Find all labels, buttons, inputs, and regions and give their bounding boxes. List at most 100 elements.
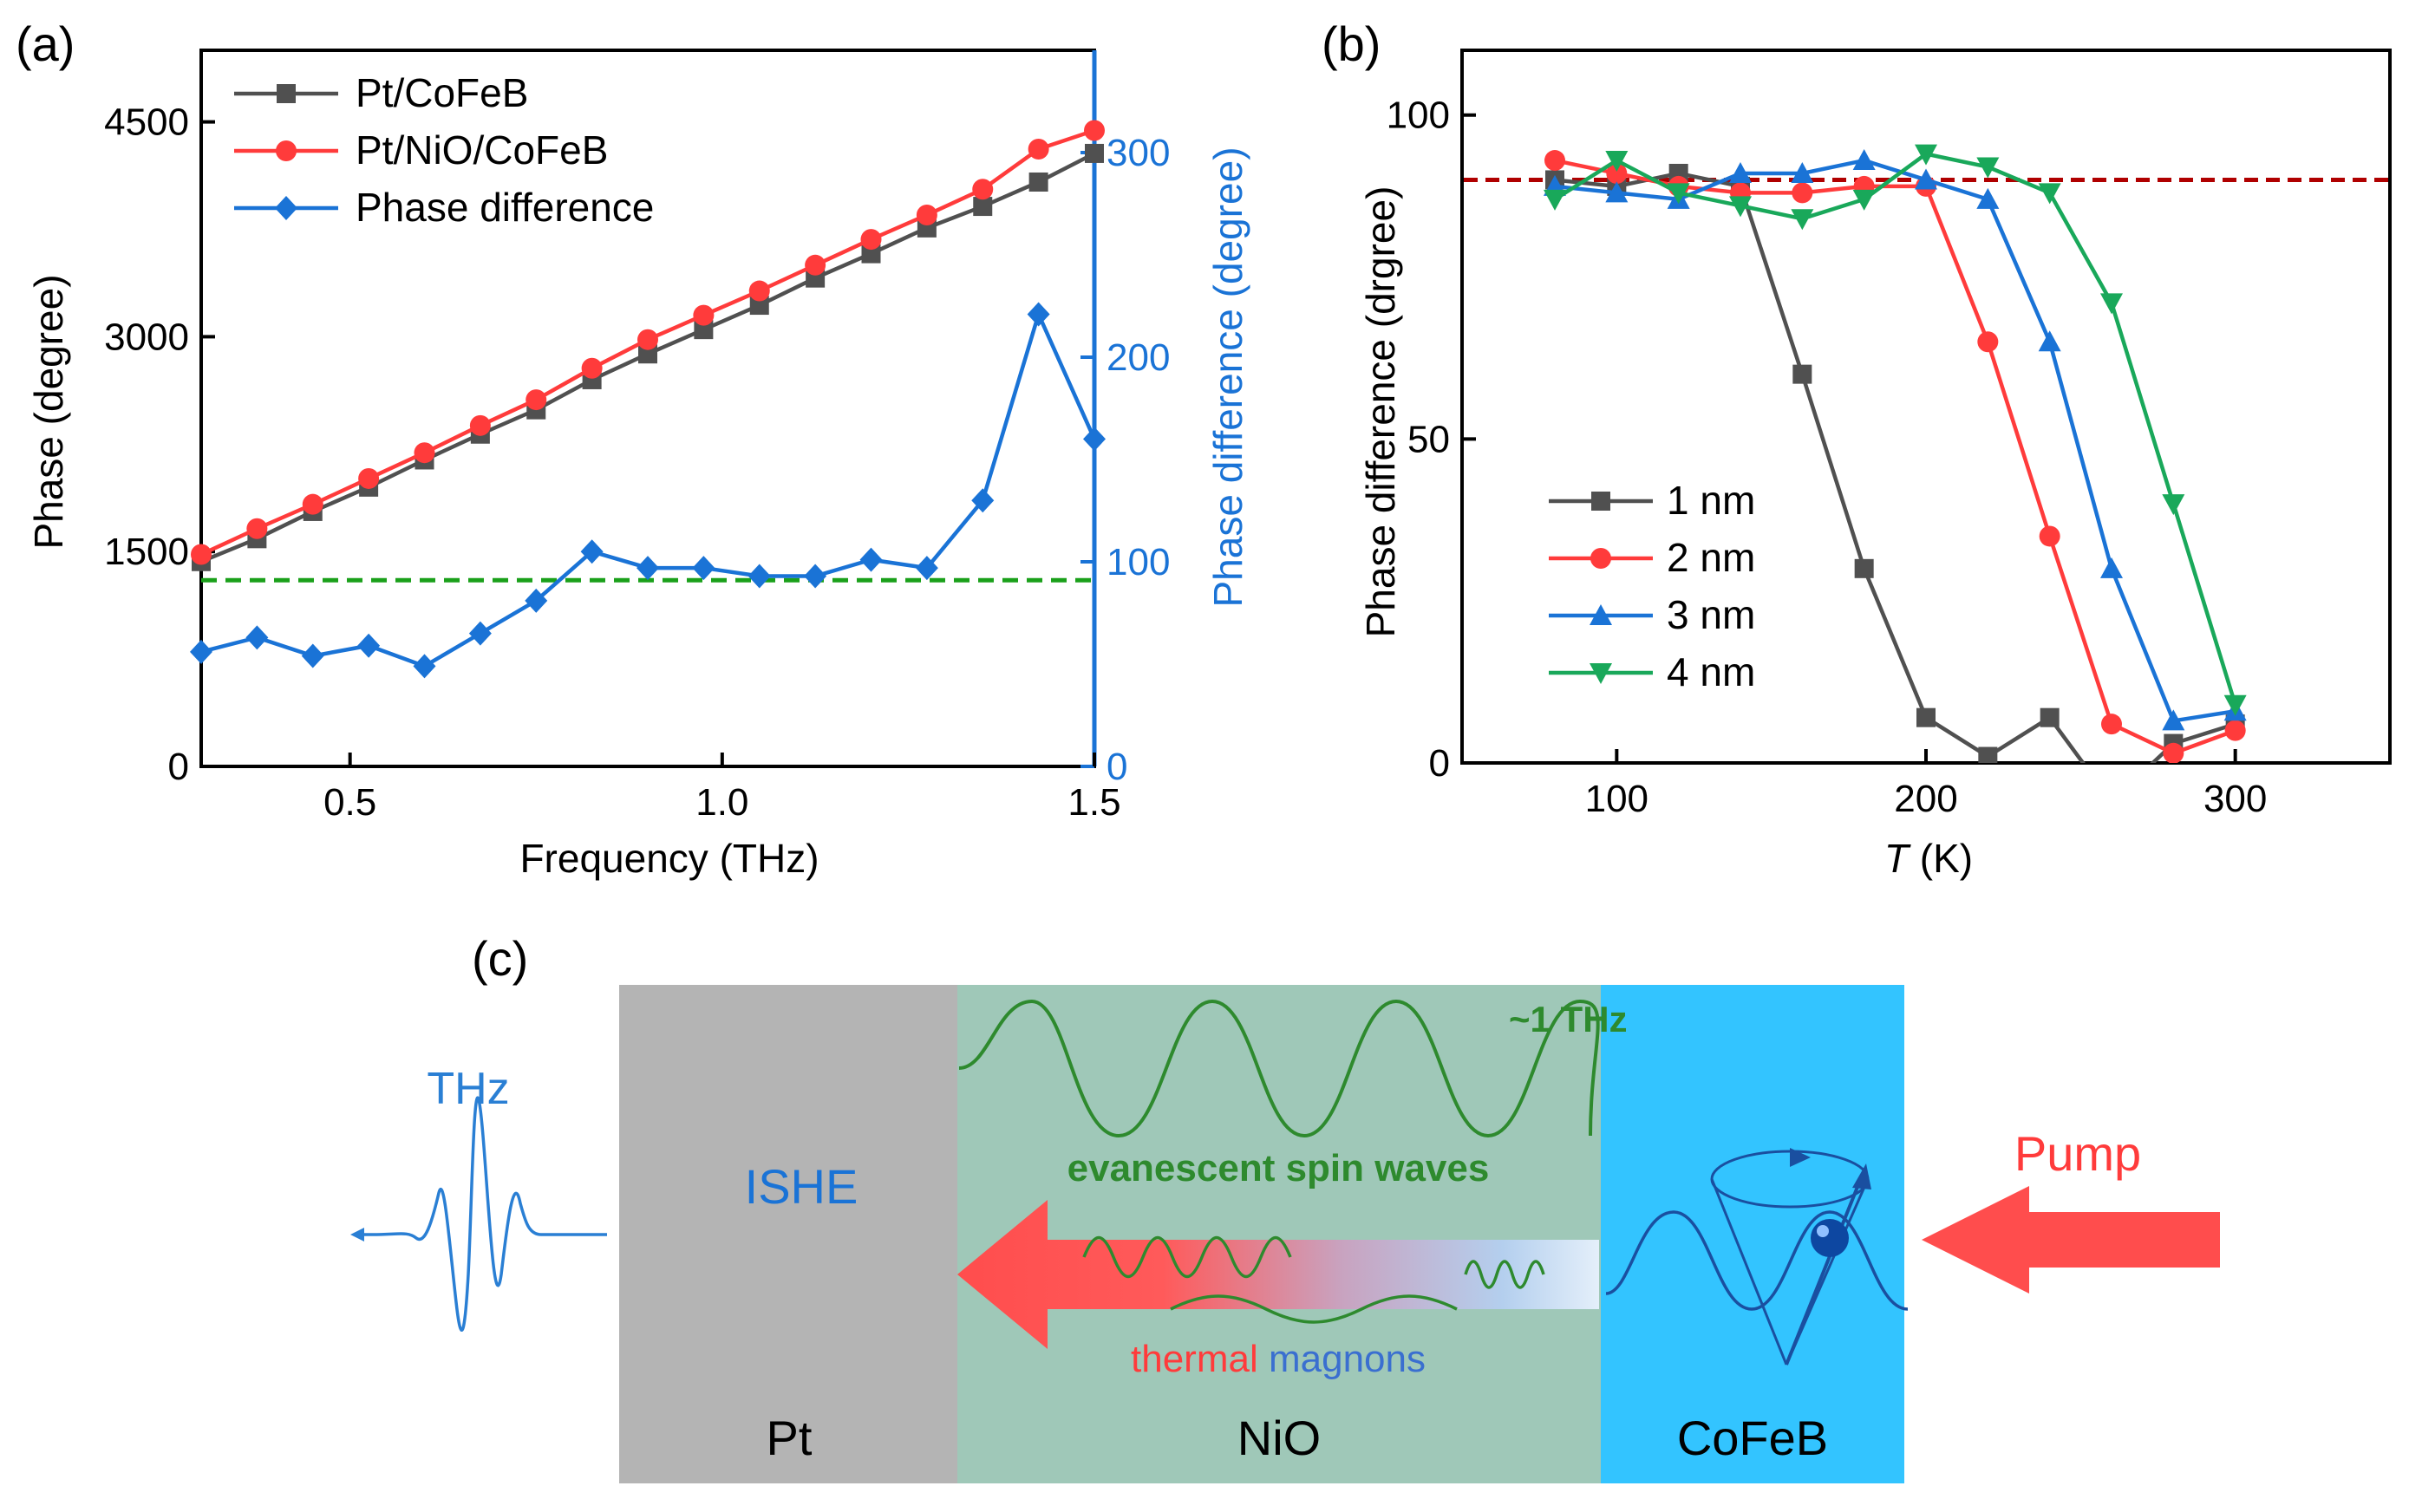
b-point-4 [1791, 209, 1814, 231]
b-point-3 [1605, 181, 1629, 203]
a-point-2 [246, 518, 268, 539]
a-point-3 [413, 654, 436, 679]
magnon-wave-1 [1082, 1236, 1292, 1278]
b-point-3 [2038, 330, 2061, 352]
a-ytick-label: 0 [168, 746, 189, 788]
a-point-3 [357, 633, 381, 658]
magnon-flow-arrow [957, 1200, 1599, 1349]
a-xlabel: Frequency (THz) [519, 836, 819, 881]
b-legend-label: 2 nm [1667, 535, 1755, 580]
panel-b: (b) 0 50 100 100 200 300 T (K) Phase differe… [1322, 16, 2392, 881]
a-ytick-label: 4500 [104, 101, 189, 144]
b-legend-label: 4 nm [1667, 649, 1755, 694]
a-point-1 [861, 244, 881, 264]
evanescent-spin-wave [958, 999, 1600, 1138]
b-point-2 [1792, 182, 1813, 204]
a-point-2 [637, 329, 658, 350]
a-ytick-label: 1500 [104, 531, 189, 573]
a-ytick-label: 3000 [104, 316, 189, 358]
a-point-2 [693, 304, 715, 326]
a-point-3 [301, 643, 324, 668]
a-point-2 [358, 467, 380, 489]
precession-direction-arrow [1790, 1148, 1811, 1167]
cofeb-layer [1601, 985, 1904, 1483]
thz-pulse-arrowhead [350, 1228, 364, 1242]
b-series-line-2 [1554, 158, 2236, 756]
a-point-3 [859, 547, 883, 572]
pump-label: Pump [2014, 1126, 2141, 1181]
b-point-3 [1729, 161, 1752, 183]
thz-pulse [360, 1096, 607, 1332]
panel-c-label: (c) [472, 931, 528, 986]
b-point-4 [1605, 151, 1629, 173]
a-point-3 [915, 556, 938, 581]
b-legend-label: 3 nm [1667, 592, 1755, 637]
panel-b-label: (b) [1322, 16, 1381, 71]
frequency-label: ~1 THz [1509, 999, 1628, 1040]
b-point-1 [1916, 707, 1936, 727]
a-point-2 [1028, 138, 1049, 160]
thermal-magnons-label: thermal magnons [1131, 1338, 1426, 1380]
precession-cone-left [1710, 1178, 1788, 1365]
b-point-1 [1854, 558, 1874, 578]
panel-a-frame [199, 49, 1096, 768]
b-point-4 [1729, 196, 1752, 218]
a-point-1 [694, 320, 714, 340]
a-point-3 [1083, 427, 1106, 452]
b-point-3 [1915, 168, 1937, 190]
b-point-4 [1544, 189, 1566, 211]
a-point-2 [972, 179, 994, 200]
b-point-2 [1544, 150, 1565, 172]
a-xtick-label: 1.0 [695, 781, 748, 824]
nio-label: NiO [1237, 1411, 1321, 1465]
evanescent-label: evanescent spin waves [1067, 1147, 1490, 1189]
a-y2tick-label: 0 [1107, 746, 1127, 788]
b-legend-marker [1590, 604, 1612, 625]
spin-vector [1785, 1173, 1864, 1365]
b-point-1 [1978, 746, 1998, 763]
b-series-line-3 [1554, 158, 2236, 723]
a-legend-label: Phase difference [356, 185, 654, 230]
b-point-3 [2100, 557, 2123, 578]
b-ylabel: Phase difference (drgree) [1358, 186, 1403, 638]
a-ylabel: Phase (degree) [26, 274, 71, 549]
b-point-4 [1667, 183, 1690, 205]
b-xlabel: T (K) [1884, 836, 1973, 881]
a-point-2 [302, 493, 323, 515]
a-point-2 [1084, 120, 1105, 141]
spin-ball [1811, 1219, 1849, 1257]
cofeb-spin-wave [1605, 1210, 1909, 1311]
a-point-3 [525, 588, 548, 613]
a-point-2 [526, 389, 547, 411]
a-point-3 [1027, 302, 1050, 327]
ishe-label: ISHE [745, 1159, 858, 1214]
b-point-3 [1791, 161, 1814, 183]
a-legend-label: Pt/NiO/CoFeB [356, 127, 608, 173]
b-series-line-1 [1554, 171, 2236, 763]
a-point-3 [468, 621, 492, 646]
b-point-2 [2101, 714, 2122, 735]
b-legend-marker [1590, 548, 1611, 569]
a-xtick-label: 0.5 [323, 781, 376, 824]
a-point-2 [414, 442, 435, 464]
pt-layer [619, 985, 957, 1483]
a-point-3 [748, 564, 771, 589]
b-point-3 [1852, 149, 1876, 171]
b-point-4 [1976, 157, 2000, 179]
panel-c: (c) ~1 THz evanescent spin waves thermal… [350, 931, 2220, 1483]
b-point-2 [2039, 525, 2060, 547]
a-point-2 [469, 414, 491, 436]
b-xtick-label: 300 [2203, 778, 2267, 820]
b-point-4 [1852, 189, 1876, 211]
a-point-2 [748, 280, 770, 302]
a-y2tick-label: 300 [1107, 132, 1170, 174]
a-point-2 [916, 204, 937, 225]
a-point-3 [692, 556, 715, 581]
a-point-3 [971, 488, 995, 513]
a-point-3 [245, 625, 269, 650]
a-legend-marker [277, 84, 296, 103]
a-point-3 [580, 539, 604, 564]
a-y2label: Phase difference (degree) [1205, 147, 1250, 607]
a-legend-marker [275, 196, 297, 220]
b-point-3 [1976, 187, 2000, 209]
